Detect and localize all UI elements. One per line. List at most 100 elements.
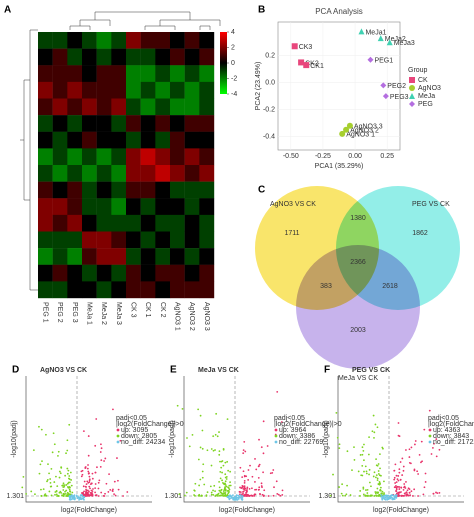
volcano-dot bbox=[413, 488, 416, 491]
volcano-dot bbox=[76, 497, 79, 500]
volcano-dot bbox=[87, 472, 90, 475]
volcano-dot bbox=[32, 449, 35, 452]
volcano-dot bbox=[362, 486, 365, 489]
volcano-dot bbox=[38, 472, 41, 475]
volcano-dot bbox=[279, 494, 282, 497]
heatmap-cell bbox=[38, 131, 53, 149]
volcano-dot bbox=[364, 494, 367, 497]
volcano-dot bbox=[245, 489, 248, 492]
volcano-dot bbox=[390, 494, 392, 497]
heatmap-cell bbox=[170, 248, 185, 265]
heatmap-cell bbox=[111, 181, 127, 199]
heatmap-cell bbox=[184, 198, 200, 216]
heatmap-cell bbox=[96, 264, 112, 282]
volcano-dot bbox=[62, 486, 65, 489]
volcano-dot bbox=[344, 494, 347, 497]
volcano-dot bbox=[91, 472, 94, 475]
point-label: PEG1 bbox=[374, 58, 393, 65]
volcano-dot bbox=[107, 491, 110, 493]
volcano-dot bbox=[73, 496, 76, 499]
volcano-dot bbox=[276, 493, 279, 495]
heatmap-cell bbox=[199, 32, 215, 49]
heatmap-cell bbox=[38, 32, 53, 49]
volcano-dot bbox=[48, 490, 51, 493]
volcano-dot bbox=[228, 488, 231, 491]
volcano-dot bbox=[383, 498, 386, 501]
y-tick-label: 0.0 bbox=[265, 79, 275, 86]
volcano-dot bbox=[67, 477, 70, 480]
volcano-dot bbox=[226, 490, 229, 492]
volcano-dot bbox=[220, 466, 223, 469]
legend-label: up: 4363 bbox=[433, 427, 460, 434]
volcano-dot bbox=[368, 468, 371, 471]
volcano-dot bbox=[262, 420, 265, 423]
heatmap-cell bbox=[170, 165, 185, 182]
heatmap-cell bbox=[155, 148, 171, 166]
volcano-dot bbox=[378, 474, 381, 477]
legend-label: |log2(FoldChange)|>0 bbox=[428, 421, 474, 428]
plot-area bbox=[277, 21, 401, 151]
volcano-dot bbox=[373, 471, 376, 474]
volcano-dot bbox=[361, 453, 364, 456]
volcano-dot bbox=[405, 491, 408, 494]
volcano-dot bbox=[78, 499, 80, 501]
heatmap-cell bbox=[52, 165, 68, 182]
volcano-dot bbox=[402, 489, 405, 491]
heatmap-cell bbox=[38, 81, 53, 99]
heatmap-cell bbox=[82, 198, 97, 216]
heatmap-cell bbox=[52, 81, 68, 99]
volcano-dot bbox=[88, 481, 91, 483]
region-count: 383 bbox=[320, 283, 332, 290]
region-count: 2003 bbox=[350, 327, 366, 334]
heatmap-cell bbox=[38, 281, 53, 299]
region-count: 2366 bbox=[350, 259, 366, 266]
volcano-dot bbox=[58, 476, 61, 479]
volcano-dot bbox=[224, 492, 227, 494]
volcano-dot bbox=[89, 487, 91, 490]
volcano-dot bbox=[237, 497, 240, 500]
volcano-dot bbox=[191, 433, 194, 436]
volcano-dot bbox=[45, 494, 48, 497]
volcano-dot bbox=[206, 491, 209, 494]
volcano-dot bbox=[88, 490, 90, 493]
set-label: PEG VS CK bbox=[412, 201, 450, 208]
volcano-dot bbox=[88, 478, 91, 481]
volcano-dot bbox=[94, 487, 97, 490]
volcano-dot bbox=[214, 494, 217, 497]
heatmap-cell bbox=[170, 65, 185, 83]
heatmap-cell bbox=[96, 65, 112, 83]
legend-dot bbox=[116, 440, 120, 444]
volcano-dot bbox=[332, 473, 334, 476]
volcano-dot bbox=[366, 492, 369, 494]
volcano-dot bbox=[62, 489, 65, 491]
volcano-dot bbox=[438, 491, 441, 494]
chart-title: MeJa VS CK bbox=[198, 367, 239, 374]
heatmap-cell bbox=[96, 181, 112, 199]
heatmap-cell bbox=[111, 65, 127, 83]
volcano-dot bbox=[383, 480, 385, 483]
volcano-dot bbox=[218, 480, 221, 483]
volcano-dot bbox=[398, 468, 401, 471]
volcano-dot bbox=[201, 429, 204, 432]
volcano-dot bbox=[213, 484, 216, 487]
volcano-dot bbox=[68, 475, 71, 477]
volcano-dot bbox=[376, 426, 379, 429]
volcano-dot bbox=[272, 494, 275, 497]
column-label: AgNO3 3 bbox=[203, 302, 210, 331]
volcano-dot bbox=[68, 493, 70, 495]
volcano-dot bbox=[219, 477, 222, 480]
legend-label: padj<0.05 bbox=[274, 415, 305, 422]
volcano-dot bbox=[232, 497, 235, 500]
volcano-dot bbox=[91, 477, 94, 480]
volcano-dot bbox=[56, 485, 59, 488]
heatmap-cell bbox=[140, 32, 156, 49]
volcano-dot bbox=[353, 446, 355, 449]
volcano-dot bbox=[407, 494, 410, 497]
volcano-dot bbox=[340, 492, 343, 495]
volcano-dot bbox=[81, 498, 83, 500]
volcano-dot bbox=[71, 491, 74, 494]
heatmap-cell bbox=[126, 115, 141, 132]
heatmap-cell bbox=[126, 214, 141, 232]
volcano-dot bbox=[58, 470, 61, 473]
